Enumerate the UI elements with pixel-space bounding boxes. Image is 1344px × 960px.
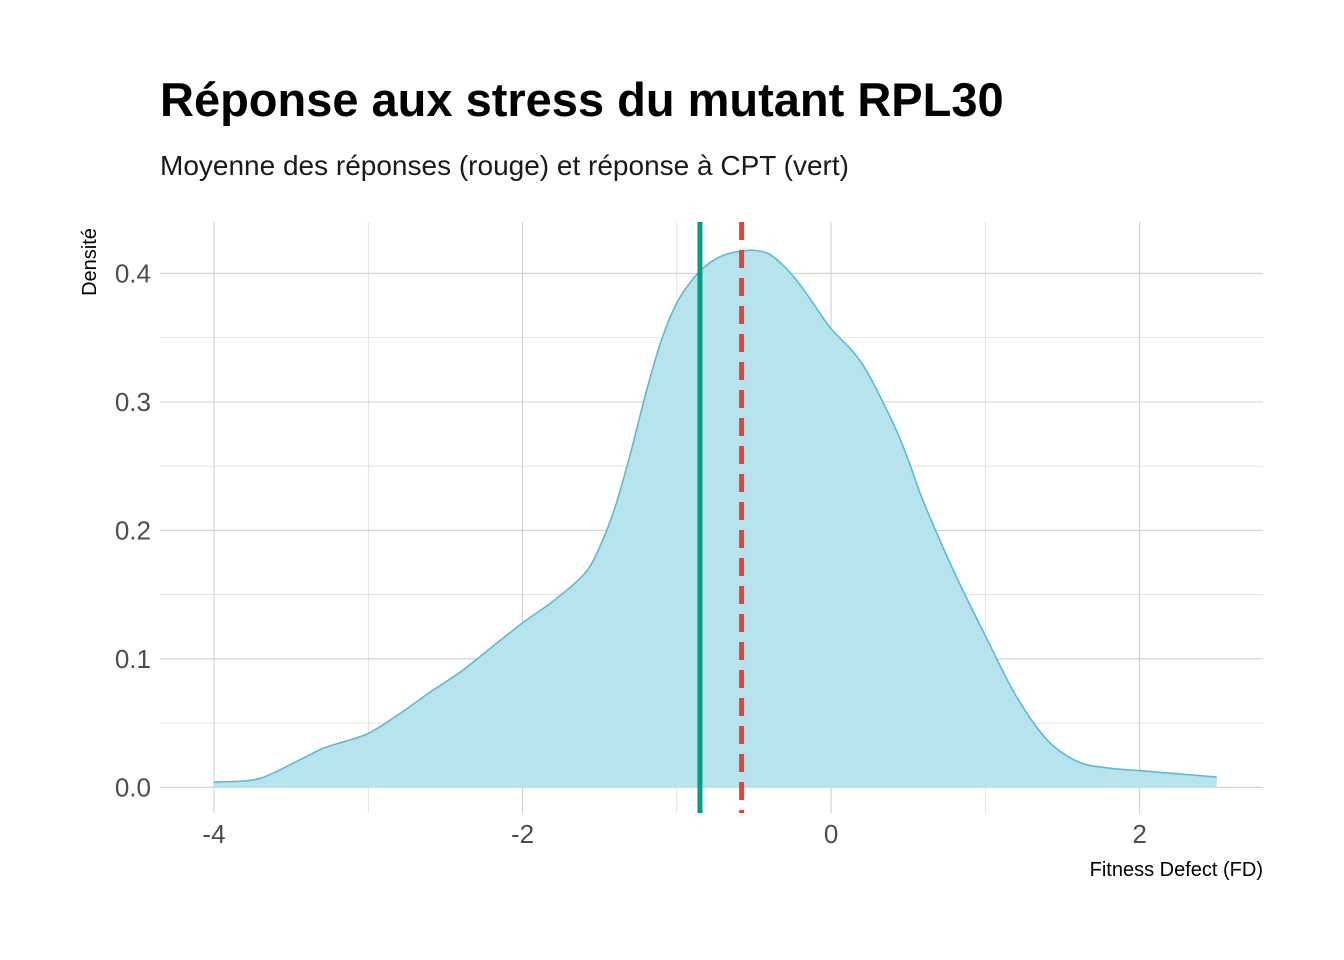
x-tick-label: -2 bbox=[511, 819, 534, 849]
reference-lines bbox=[697, 222, 745, 813]
plot-area bbox=[213, 249, 1217, 788]
x-tick-label: 0 bbox=[824, 819, 838, 849]
density-curve bbox=[213, 249, 1217, 783]
y-tick-label: 0.3 bbox=[115, 387, 151, 417]
chart-title: Réponse aux stress du mutant RPL30 bbox=[160, 73, 1004, 126]
y-axis-label: Densité bbox=[79, 228, 101, 296]
x-axis-label: Fitness Defect (FD) bbox=[1090, 859, 1263, 881]
y-tick-label: 0.0 bbox=[115, 772, 151, 802]
chart-subtitle: Moyenne des réponses (rouge) et réponse … bbox=[160, 150, 849, 181]
x-tick-label: -4 bbox=[202, 819, 225, 849]
x-axis-ticks: -4 -2 0 2 bbox=[202, 819, 1146, 849]
density-area bbox=[213, 250, 1217, 788]
y-tick-label: 0.4 bbox=[115, 258, 151, 288]
x-tick-label: 2 bbox=[1132, 819, 1146, 849]
y-tick-label: 0.2 bbox=[115, 515, 151, 545]
y-tick-label: 0.1 bbox=[115, 644, 151, 674]
y-axis-ticks: 0.0 0.1 0.2 0.3 0.4 bbox=[115, 258, 151, 802]
